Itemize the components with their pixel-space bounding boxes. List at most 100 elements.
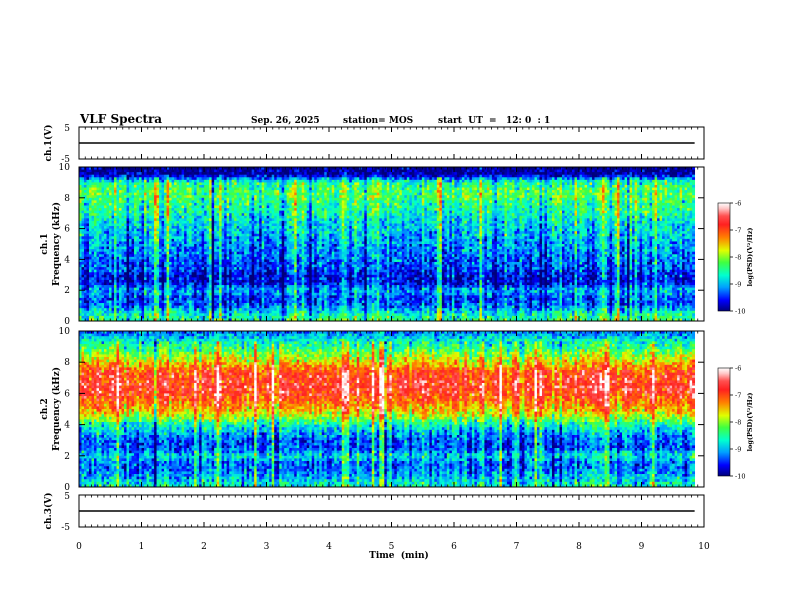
spectrogram-cell bbox=[206, 226, 210, 229]
spectrogram-cell bbox=[251, 282, 255, 286]
spectrogram-cell bbox=[214, 200, 218, 204]
spectrogram-cell bbox=[119, 244, 122, 247]
spectrogram-cell bbox=[151, 174, 155, 178]
spectrogram-cell bbox=[221, 228, 225, 232]
spectrogram-cell bbox=[211, 272, 215, 276]
spectrogram-cell bbox=[191, 192, 195, 196]
spectrogram-cell bbox=[119, 249, 122, 253]
spectrogram-cell bbox=[264, 200, 268, 204]
spectrogram-cell bbox=[104, 264, 107, 268]
spectrogram-cell bbox=[251, 167, 255, 170]
spectrogram-cell bbox=[269, 223, 273, 227]
spectrogram-cell bbox=[274, 223, 278, 227]
spectrogram-cell bbox=[216, 318, 220, 322]
spectrogram-cell bbox=[174, 305, 177, 309]
spectrogram-cell bbox=[181, 303, 185, 306]
spectrogram-cell bbox=[171, 233, 175, 237]
spectrogram-cell bbox=[91, 215, 95, 219]
spectrogram-cell bbox=[229, 290, 233, 294]
spectrogram-cell bbox=[109, 256, 112, 260]
spectrogram-cell bbox=[194, 254, 198, 258]
spectrogram-cell bbox=[244, 226, 248, 229]
spectrogram-cell bbox=[181, 167, 185, 170]
spectrogram-cell bbox=[111, 172, 115, 176]
spectrogram-cell bbox=[96, 290, 100, 294]
spectrogram-cell bbox=[261, 305, 265, 309]
spectrogram-cell bbox=[109, 187, 112, 191]
spectrogram-cell bbox=[99, 200, 102, 204]
spectrogram-cell bbox=[114, 277, 117, 281]
spectrogram-cell bbox=[146, 231, 150, 235]
spectrogram-cell bbox=[119, 179, 122, 183]
spectrogram-cell bbox=[259, 205, 263, 209]
spectrogram-cell bbox=[189, 226, 193, 229]
spectrogram-cell bbox=[109, 197, 112, 201]
spectrogram-cell bbox=[151, 228, 155, 232]
spectrogram-cell bbox=[274, 315, 278, 319]
spectrogram-cell bbox=[166, 215, 170, 219]
spectrogram-cell bbox=[101, 182, 105, 186]
spectrogram-cell bbox=[161, 244, 165, 247]
spectrogram-cell bbox=[194, 292, 198, 296]
spectrogram-cell bbox=[136, 285, 140, 289]
spectrogram-cell bbox=[146, 236, 150, 240]
spectrogram-cell bbox=[104, 172, 107, 176]
spectrogram-cell bbox=[261, 267, 265, 271]
spectrogram-cell bbox=[279, 264, 283, 268]
spectrogram-cell bbox=[186, 272, 190, 276]
spectrogram-cell bbox=[169, 269, 172, 273]
spectrogram-cell bbox=[254, 318, 258, 322]
spectrogram-cell bbox=[219, 256, 223, 260]
spectrogram-cell bbox=[189, 297, 193, 301]
spectrogram-cell bbox=[81, 195, 85, 199]
spectrogram-cell bbox=[204, 282, 208, 286]
spectrogram-cell bbox=[286, 179, 290, 183]
spectrogram-cell bbox=[186, 236, 190, 240]
spectrogram-cell bbox=[199, 187, 203, 191]
spectrogram-cell bbox=[256, 259, 260, 263]
spectrogram-cell bbox=[104, 267, 107, 271]
spectrogram-cell bbox=[111, 179, 115, 183]
spectrogram-cell bbox=[204, 295, 208, 299]
spectrogram-cell bbox=[249, 231, 253, 235]
spectrogram-cell bbox=[246, 259, 250, 263]
spectrogram-cell bbox=[106, 274, 110, 278]
spectrogram-cell bbox=[274, 190, 278, 194]
spectrogram-cell bbox=[241, 213, 245, 217]
spectrogram-cell bbox=[119, 287, 122, 291]
spectrogram-cell bbox=[116, 233, 120, 237]
spectrogram-cell bbox=[179, 218, 182, 222]
spectrogram-cell bbox=[254, 297, 258, 301]
spectrogram-cell bbox=[91, 208, 95, 212]
spectrogram-cell bbox=[96, 238, 100, 242]
spectrogram-cell bbox=[119, 310, 122, 314]
spectrogram-cell bbox=[79, 195, 82, 199]
spectrogram-cell bbox=[186, 308, 190, 312]
spectrogram-cell bbox=[166, 269, 170, 273]
spectrogram-cell bbox=[239, 218, 243, 222]
spectrogram-cell bbox=[246, 236, 250, 240]
spectrogram-cell bbox=[104, 167, 107, 170]
spectrogram-cell bbox=[91, 256, 95, 260]
spectrogram-cell bbox=[279, 220, 283, 224]
spectrogram-cell bbox=[81, 279, 85, 283]
spectrogram-cell bbox=[169, 297, 172, 301]
spectrogram-cell bbox=[204, 182, 208, 186]
spectrogram-cell bbox=[174, 233, 177, 237]
spectrogram-cell bbox=[166, 297, 170, 301]
spectrogram-cell bbox=[196, 208, 200, 212]
spectrogram-cell bbox=[104, 274, 107, 278]
spectrogram-cell bbox=[109, 305, 112, 309]
spectrogram-cell bbox=[281, 169, 285, 173]
spectrogram-cell bbox=[266, 305, 270, 309]
spectrogram-cell bbox=[279, 285, 283, 289]
spectrogram-cell bbox=[286, 174, 290, 178]
spectrogram-cell bbox=[134, 282, 137, 286]
spectrogram-cell bbox=[259, 315, 263, 319]
spectrogram-cell bbox=[121, 169, 125, 173]
spectrogram-cell bbox=[86, 244, 90, 247]
spectrogram-cell bbox=[116, 279, 120, 283]
spectrogram-cell bbox=[209, 292, 213, 296]
spectrogram-cell bbox=[241, 210, 245, 214]
spectrogram-cell bbox=[204, 269, 208, 273]
